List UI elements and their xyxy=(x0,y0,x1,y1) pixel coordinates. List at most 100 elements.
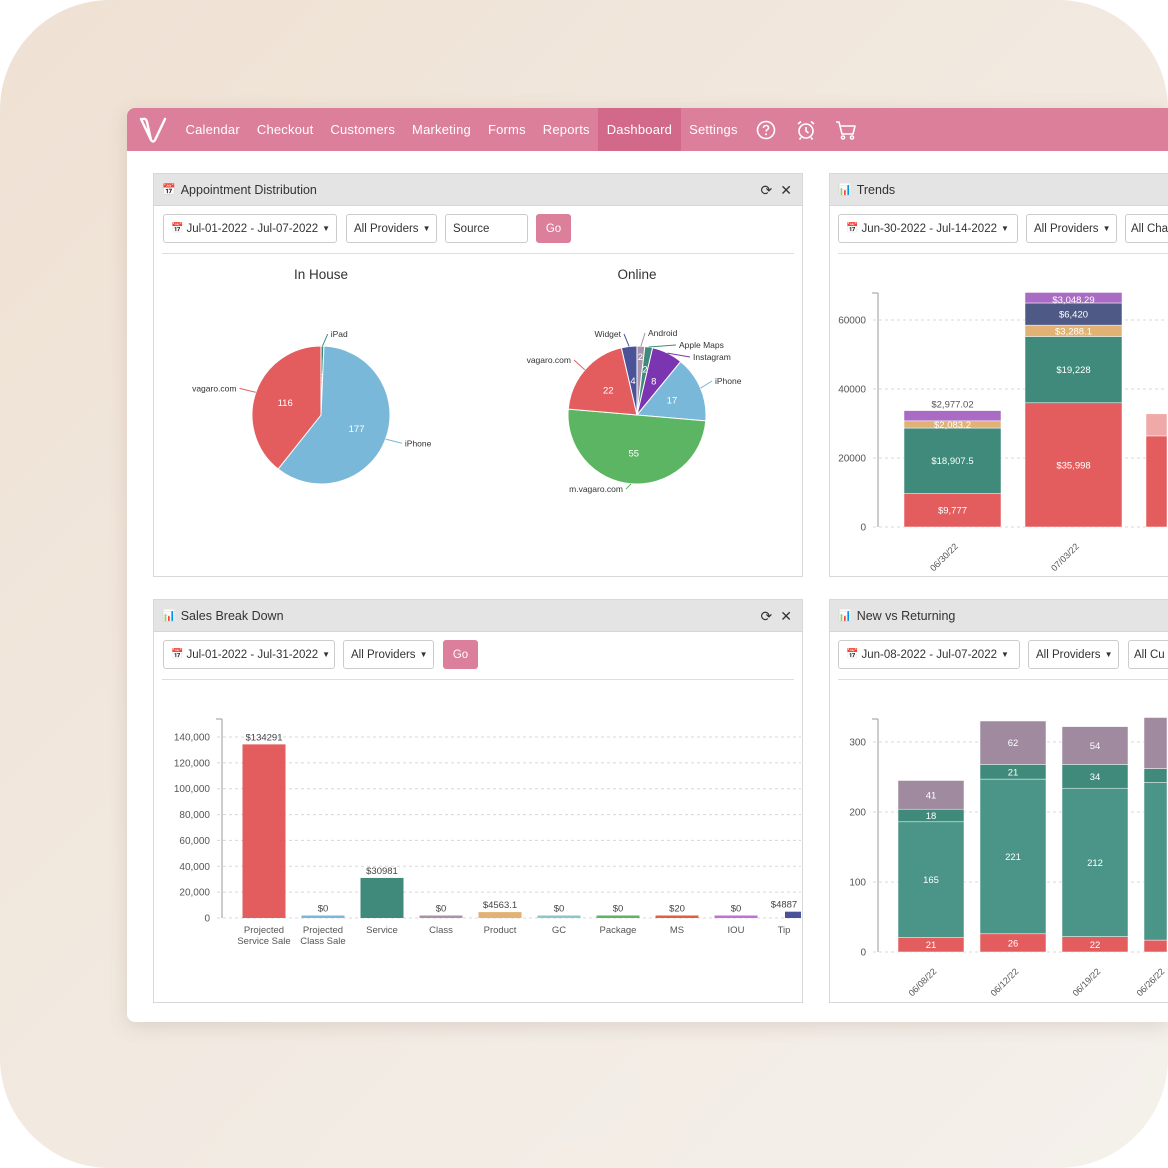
bar-value-label: 212 xyxy=(1087,858,1103,869)
bar-chart-icon: 📊 xyxy=(838,184,852,196)
calendar-icon: 📅 xyxy=(846,223,859,234)
date-range-picker[interactable]: 📅 Jul-01-2022 - Jul-31-2022 ▼ xyxy=(163,640,335,669)
x-tick-label: 07/03/22 xyxy=(1049,541,1081,573)
bar-value-label: $2,977.02 xyxy=(931,400,973,411)
x-tick-label: Projected xyxy=(244,925,284,936)
bar-segment xyxy=(979,778,1047,935)
date-range-picker[interactable]: 📅 Jun-30-2022 - Jul-14-2022 ▼ xyxy=(838,214,1018,243)
pie-connector xyxy=(640,332,646,347)
channels-dropdown[interactable]: All Cha xyxy=(1125,214,1168,243)
date-range-picker[interactable]: 📅 Jul-01-2022 - Jul-07-2022 ▼ xyxy=(163,214,337,243)
y-tick-label: 80,000 xyxy=(179,810,210,821)
bar xyxy=(242,744,286,918)
y-tick-label: 40000 xyxy=(838,385,866,396)
nav-dashboard[interactable]: Dashboard xyxy=(598,108,681,151)
providers-dropdown[interactable]: All Providers ▼ xyxy=(346,214,437,243)
providers-value: All Providers xyxy=(1036,648,1101,661)
pie-slice xyxy=(567,347,638,416)
bar-segment xyxy=(1061,726,1129,765)
bar-value-label: 21 xyxy=(1008,767,1019,778)
sales-chart: 0 20,000 40,000 60,000 80,000 100,000 120,000 1… xyxy=(174,718,801,947)
date-range-picker[interactable]: 📅 Jun-08-2022 - Jul-07-2022 ▼ xyxy=(838,640,1020,669)
bar-value-label: $0 xyxy=(554,904,565,915)
bar-segment xyxy=(1024,336,1123,404)
pie-category-label: vagaro.com xyxy=(192,383,236,393)
x-tick-label: 06/19/22 xyxy=(1071,966,1103,998)
providers-dropdown[interactable]: All Providers ▼ xyxy=(1028,640,1119,669)
pie-category-label: iPhone xyxy=(405,438,432,448)
bar-segment xyxy=(1061,787,1129,937)
pie-connector xyxy=(239,387,256,393)
bar-segment xyxy=(1145,435,1168,528)
vagaro-logo-icon[interactable] xyxy=(129,108,177,151)
channels-value: All Cha xyxy=(1131,222,1168,235)
nav-reports[interactable]: Reports xyxy=(542,122,590,137)
date-range-value: Jun-30-2022 - Jul-14-2022 xyxy=(861,222,997,235)
pie-connector xyxy=(648,344,677,348)
refresh-icon[interactable]: ⟳ xyxy=(760,182,773,198)
date-range-value: Jun-08-2022 - Jul-07-2022 xyxy=(861,648,997,661)
go-button[interactable]: Go xyxy=(443,640,478,669)
customers-value: All Cu xyxy=(1134,648,1165,661)
close-icon[interactable]: ✕ xyxy=(780,608,792,624)
providers-dropdown[interactable]: All Providers ▼ xyxy=(1026,214,1117,243)
bar-value-label: $18,907.5 xyxy=(931,456,973,467)
alarm-clock-icon[interactable] xyxy=(794,118,818,142)
y-tick-label: 200 xyxy=(849,808,866,819)
bar-value-label: 21 xyxy=(926,940,937,951)
bar-value-label: 62 xyxy=(1008,738,1019,749)
x-tick-label: 06/12/22 xyxy=(989,966,1021,998)
help-icon[interactable] xyxy=(754,118,778,142)
bar-value-label: $6,420 xyxy=(1059,310,1088,321)
panel-title: Appointment Distribution xyxy=(180,182,317,197)
panel-header: 📊 New vs Returning xyxy=(830,600,1168,632)
y-tick-label: 100,000 xyxy=(174,784,211,795)
nav-customers[interactable]: Customers xyxy=(330,122,396,137)
bar-segment xyxy=(1143,782,1168,941)
pie-connector xyxy=(667,352,691,358)
pie-category-label: m.vagaro.com xyxy=(569,484,623,494)
bar xyxy=(785,911,801,918)
nav-settings[interactable]: Settings xyxy=(689,122,738,137)
pie-category-label: vagaro.com xyxy=(527,355,571,365)
refresh-icon[interactable]: ⟳ xyxy=(760,608,773,624)
pie-connector xyxy=(573,359,586,371)
bar-value-label: 26 xyxy=(1008,938,1019,949)
nav-calendar[interactable]: Calendar xyxy=(185,122,240,137)
bar xyxy=(655,915,699,918)
cart-icon[interactable] xyxy=(834,118,858,142)
bar-value-label: $9,777 xyxy=(938,506,967,517)
bar-value-label: 221 xyxy=(1005,852,1021,863)
y-tick-label: 140,000 xyxy=(174,733,211,744)
caret-down-icon: ▼ xyxy=(1104,650,1113,659)
calendar-icon: 📅 xyxy=(162,184,176,196)
pie-value-label: 2 xyxy=(642,364,647,375)
go-button[interactable]: Go xyxy=(536,214,571,243)
bar-segment xyxy=(897,821,965,938)
nav-checkout[interactable]: Checkout xyxy=(256,122,314,137)
x-tick-label: Projected xyxy=(303,925,343,936)
close-icon[interactable]: ✕ xyxy=(780,182,792,198)
bar-value-label: $3,288.1 xyxy=(1055,326,1092,337)
sales-breakdown-panel: 📊 Sales Break Down ⟳ ✕ 📅 Jul-01-2022 - Jul-… xyxy=(153,599,803,1003)
bar-segment xyxy=(1024,292,1123,304)
bar-segment xyxy=(903,493,1002,528)
caret-down-icon: ▼ xyxy=(1000,224,1009,233)
bar xyxy=(360,877,404,918)
nav-forms[interactable]: Forms xyxy=(487,122,526,137)
pie-connector xyxy=(322,333,329,347)
date-range-value: Jul-01-2022 - Jul-07-2022 xyxy=(186,222,319,235)
bar xyxy=(596,915,640,918)
x-tick-label: Class xyxy=(429,925,453,936)
pie-category-label: iPhone xyxy=(715,376,742,386)
source-input[interactable]: Source xyxy=(445,214,528,243)
bar-value-label: $2,083.2 xyxy=(934,420,971,431)
bar-value-label: 41 xyxy=(926,790,937,801)
customers-dropdown[interactable]: All Cu xyxy=(1128,640,1168,669)
y-tick-label: 0 xyxy=(860,948,866,959)
nav-marketing[interactable]: Marketing xyxy=(412,122,471,137)
providers-dropdown[interactable]: All Providers ▼ xyxy=(343,640,434,669)
pie-title: Online xyxy=(617,267,656,282)
bar-value-label: $20 xyxy=(669,904,685,915)
pie-value-label: 22 xyxy=(603,386,614,397)
